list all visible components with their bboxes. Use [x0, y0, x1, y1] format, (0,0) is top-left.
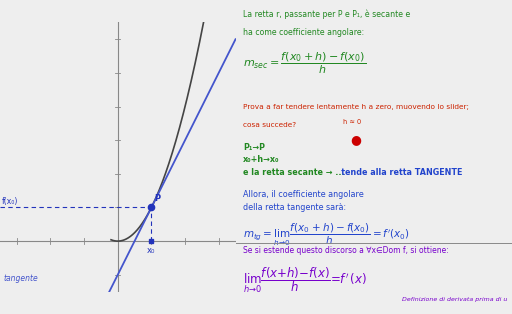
Text: Se si estende questo discorso a ∀x∈Dom f, si ottiene:: Se si estende questo discorso a ∀x∈Dom f… — [243, 246, 449, 256]
Text: $m_{sec} = \dfrac{f(x_0 + h) - f(x_0)}{h}$: $m_{sec} = \dfrac{f(x_0 + h) - f(x_0)}{h… — [243, 50, 367, 76]
Text: tende alla retta TANGENTE: tende alla retta TANGENTE — [333, 168, 462, 177]
Text: P: P — [154, 194, 160, 203]
Text: f(x₀): f(x₀) — [2, 197, 18, 206]
Text: ha come coefficiente angolare:: ha come coefficiente angolare: — [243, 28, 365, 37]
Text: tangente: tangente — [4, 274, 38, 284]
Text: ●: ● — [351, 133, 361, 146]
Text: Prova a far tendere lentamente h a zero, muovendo lo slider;: Prova a far tendere lentamente h a zero,… — [243, 104, 469, 110]
Text: P₁→P: P₁→P — [243, 143, 265, 152]
Text: e la retta secante → ...: e la retta secante → ... — [243, 168, 345, 177]
Text: x₀+h→x₀: x₀+h→x₀ — [243, 155, 280, 165]
Text: h ≈ 0: h ≈ 0 — [343, 119, 361, 125]
Text: Definizione di derivata prima di u: Definizione di derivata prima di u — [401, 297, 507, 302]
Text: La retta r, passante per P e P₁, è secante e: La retta r, passante per P e P₁, è secan… — [243, 9, 411, 19]
Text: $\lim_{h \to 0} \dfrac{f(x+h)-f(x)}{h} = f'(x)$: $\lim_{h \to 0} \dfrac{f(x+h)-f(x)}{h} =… — [243, 265, 367, 295]
Text: x₀: x₀ — [147, 246, 156, 255]
Text: della retta tangente sarà:: della retta tangente sarà: — [243, 203, 346, 212]
Text: cosa succede?: cosa succede? — [243, 122, 296, 128]
Text: Allora, il coefficiente angolare: Allora, il coefficiente angolare — [243, 190, 364, 199]
Text: $m_{tg} = \lim_{h \to 0} \dfrac{f(x_0+h)-f(x_0)}{h} = f'(x_0)$: $m_{tg} = \lim_{h \to 0} \dfrac{f(x_0+h)… — [243, 221, 410, 248]
